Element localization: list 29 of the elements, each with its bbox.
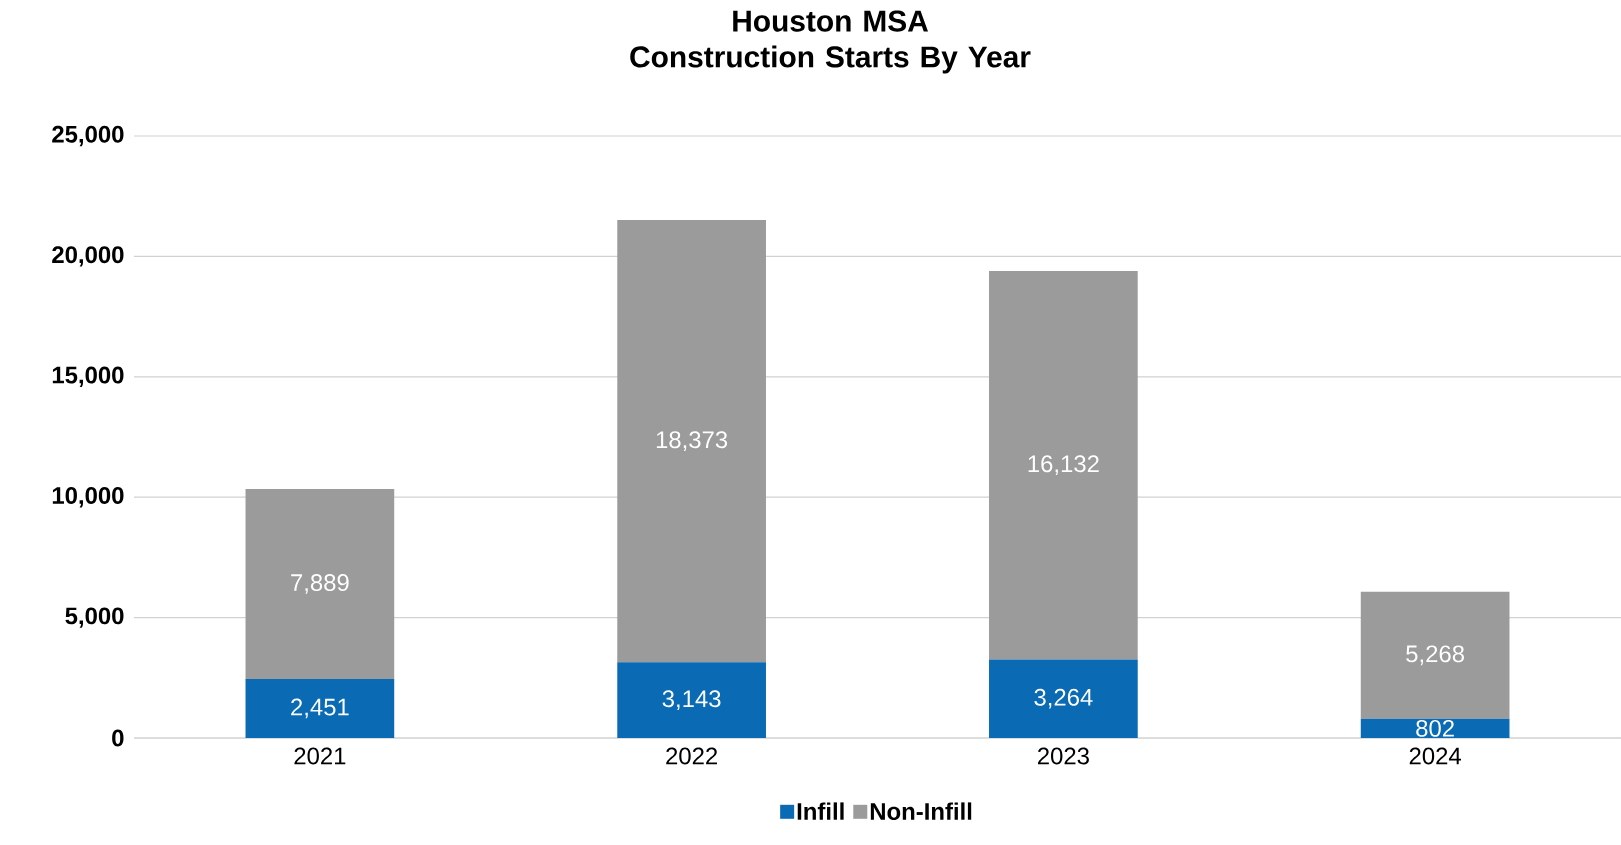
x-tick-label: 2024 — [1409, 747, 1461, 765]
data-label: 3,264 — [1034, 688, 1093, 709]
data-label: 16,132 — [1028, 455, 1099, 476]
bar — [245, 678, 395, 738]
x-tick-label: 2023 — [1037, 747, 1089, 765]
data-label: 802 — [1416, 719, 1454, 737]
bar — [989, 659, 1138, 738]
y-tick-label: 25,000 — [52, 125, 124, 147]
bar — [1360, 591, 1510, 719]
legend-label: Non-Infill — [870, 802, 972, 820]
y-tick-label: 0 — [112, 729, 124, 747]
x-tick-label: 2021 — [294, 747, 346, 765]
data-label: 5,268 — [1406, 645, 1464, 666]
bar — [617, 219, 766, 663]
y-tick-label: 5,000 — [65, 607, 124, 628]
data-label: 18,373 — [656, 431, 728, 451]
chart-title: Houston MSA Construction Starts By Year — [630, 10, 1031, 74]
bar — [245, 489, 395, 679]
y-tick-label: 20,000 — [52, 246, 124, 267]
y-tick-label: 10,000 — [52, 487, 124, 508]
x-tick-label: 2022 — [666, 747, 717, 765]
data-label: 3,143 — [662, 690, 721, 711]
bar — [617, 662, 766, 738]
data-label: 2,451 — [291, 698, 349, 719]
bar — [989, 270, 1138, 660]
y-tick-label: 15,000 — [52, 366, 124, 387]
legend-label: Infill — [797, 802, 844, 820]
bar — [1360, 718, 1510, 738]
data-label: 7,889 — [291, 574, 349, 594]
